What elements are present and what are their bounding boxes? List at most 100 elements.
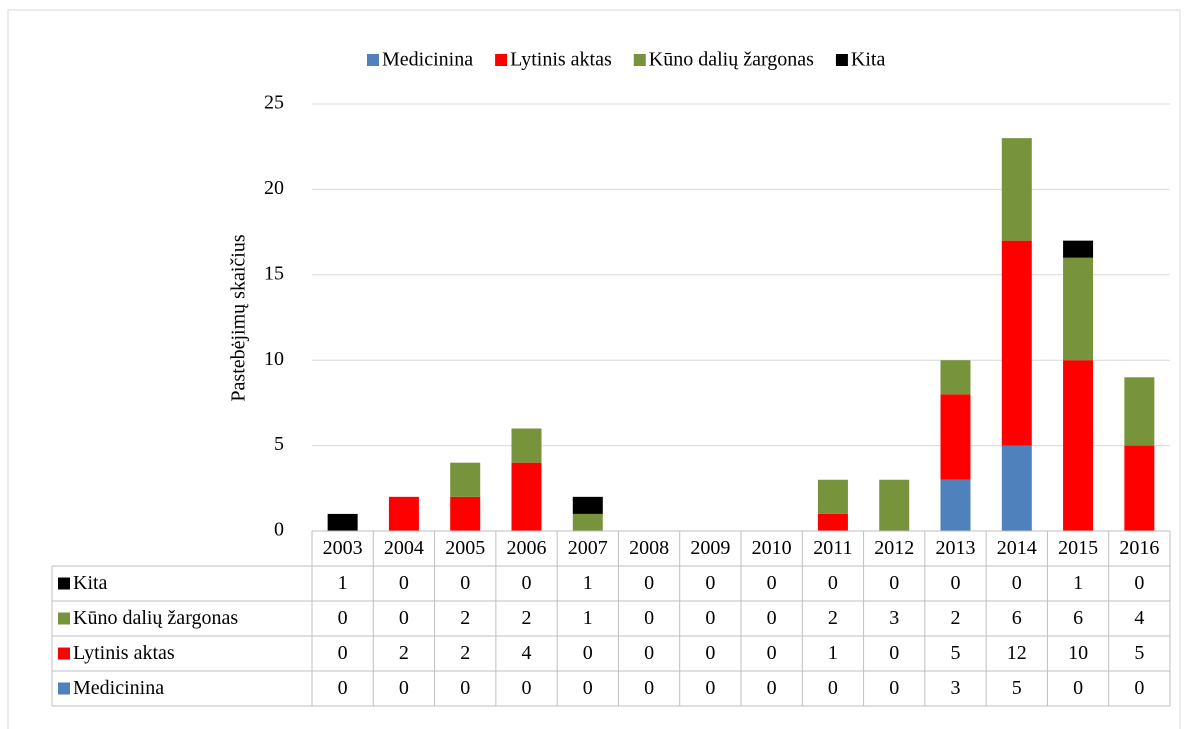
table-cell: 0 bbox=[705, 677, 715, 699]
y-tick-label: 5 bbox=[274, 433, 284, 455]
table-cell: 2 bbox=[828, 607, 838, 629]
bar bbox=[817, 479, 848, 514]
table-cell: 0 bbox=[767, 677, 777, 699]
table-cell: 0 bbox=[399, 607, 409, 629]
table-cell: 4 bbox=[1134, 607, 1144, 629]
table-cell: 0 bbox=[889, 677, 899, 699]
x-tick-label: 2008 bbox=[629, 537, 669, 559]
bar bbox=[388, 496, 419, 531]
table-row-label: Kūno dalių žargonas bbox=[73, 607, 238, 629]
y-axis-label: Pastebėjimų skaičius bbox=[228, 234, 250, 401]
table-cell: 3 bbox=[951, 677, 961, 699]
table-cell: 0 bbox=[583, 642, 593, 664]
table-cell: 1 bbox=[338, 572, 348, 594]
bar bbox=[511, 428, 542, 463]
x-tick-label: 2007 bbox=[568, 537, 608, 559]
x-tick-label: 2015 bbox=[1058, 537, 1098, 559]
table-cell: 2 bbox=[951, 607, 961, 629]
table-cell: 2 bbox=[460, 642, 470, 664]
table-cell: 0 bbox=[828, 572, 838, 594]
legend-label: Kita bbox=[851, 49, 886, 71]
table-cell: 5 bbox=[1134, 642, 1144, 664]
bar bbox=[1063, 360, 1094, 531]
bar bbox=[450, 496, 481, 531]
x-tick-label: 2010 bbox=[752, 537, 792, 559]
bar bbox=[940, 479, 971, 531]
table-cell: 1 bbox=[583, 572, 593, 594]
table-cell: 0 bbox=[828, 677, 838, 699]
table-cell: 0 bbox=[1073, 677, 1083, 699]
table-cell: 12 bbox=[1007, 642, 1027, 664]
x-tick-label: 2014 bbox=[997, 537, 1037, 559]
table-cell: 4 bbox=[522, 642, 532, 664]
table-cell: 0 bbox=[338, 677, 348, 699]
table-legend-swatch bbox=[58, 647, 70, 660]
x-tick-label: 2011 bbox=[813, 537, 852, 559]
table-cell: 2 bbox=[522, 607, 532, 629]
bar bbox=[327, 513, 358, 531]
legend-swatch bbox=[633, 54, 646, 66]
table-cell: 1 bbox=[1073, 572, 1083, 594]
legend-label: Lytinis aktas bbox=[510, 49, 612, 71]
table-legend-swatch bbox=[58, 577, 70, 590]
table-cell: 1 bbox=[828, 642, 838, 664]
table-cell: 6 bbox=[1012, 607, 1022, 629]
table-cell: 0 bbox=[338, 607, 348, 629]
x-tick-label: 2009 bbox=[690, 537, 730, 559]
table-cell: 0 bbox=[644, 572, 654, 594]
table-cell: 0 bbox=[583, 677, 593, 699]
y-tick-label: 25 bbox=[264, 92, 284, 114]
bar bbox=[511, 462, 542, 531]
x-tick-label: 2003 bbox=[323, 537, 363, 559]
table-cell: 0 bbox=[889, 572, 899, 594]
bar bbox=[1001, 240, 1032, 446]
bar bbox=[572, 513, 603, 531]
bar bbox=[1124, 445, 1155, 531]
table-row-label: Kita bbox=[73, 572, 108, 594]
table-cell: 0 bbox=[1012, 572, 1022, 594]
legend-swatch bbox=[367, 54, 379, 66]
table-cell: 0 bbox=[767, 642, 777, 664]
table-cell: 0 bbox=[399, 677, 409, 699]
table-cell: 2 bbox=[399, 642, 409, 664]
table-cell: 0 bbox=[705, 572, 715, 594]
bar bbox=[1063, 240, 1094, 258]
table-cell: 1 bbox=[583, 607, 593, 629]
table-cell: 0 bbox=[767, 607, 777, 629]
bar bbox=[940, 360, 971, 395]
table-cell: 0 bbox=[522, 572, 532, 594]
table-cell: 0 bbox=[767, 572, 777, 594]
table-cell: 0 bbox=[460, 572, 470, 594]
table-cell: 0 bbox=[338, 642, 348, 664]
bar bbox=[817, 513, 848, 531]
y-tick-label: 15 bbox=[264, 262, 284, 284]
table-cell: 0 bbox=[644, 677, 654, 699]
chart-frame bbox=[7, 9, 1181, 729]
x-tick-label: 2013 bbox=[936, 537, 976, 559]
bar bbox=[1001, 138, 1032, 241]
table-cell: 0 bbox=[705, 642, 715, 664]
legend-swatch bbox=[495, 54, 508, 66]
bar bbox=[879, 479, 910, 531]
bar bbox=[940, 394, 971, 480]
x-tick-label: 2006 bbox=[507, 537, 547, 559]
y-tick-label: 20 bbox=[264, 177, 284, 199]
table-cell: 0 bbox=[705, 607, 715, 629]
table-cell: 5 bbox=[1012, 677, 1022, 699]
table-cell: 0 bbox=[644, 607, 654, 629]
bar bbox=[572, 496, 603, 514]
table-cell: 0 bbox=[644, 642, 654, 664]
y-tick-label: 10 bbox=[264, 348, 284, 370]
table-legend-swatch bbox=[58, 612, 70, 625]
y-tick-label: 0 bbox=[274, 519, 284, 541]
table-row-label: Medicinina bbox=[73, 677, 164, 699]
table-cell: 3 bbox=[889, 607, 899, 629]
x-tick-label: 2005 bbox=[445, 537, 485, 559]
table-cell: 2 bbox=[460, 607, 470, 629]
table-cell: 5 bbox=[951, 642, 961, 664]
bar bbox=[1063, 257, 1094, 361]
table-legend-swatch bbox=[58, 682, 70, 695]
bar bbox=[1124, 377, 1155, 446]
table-cell: 0 bbox=[889, 642, 899, 664]
